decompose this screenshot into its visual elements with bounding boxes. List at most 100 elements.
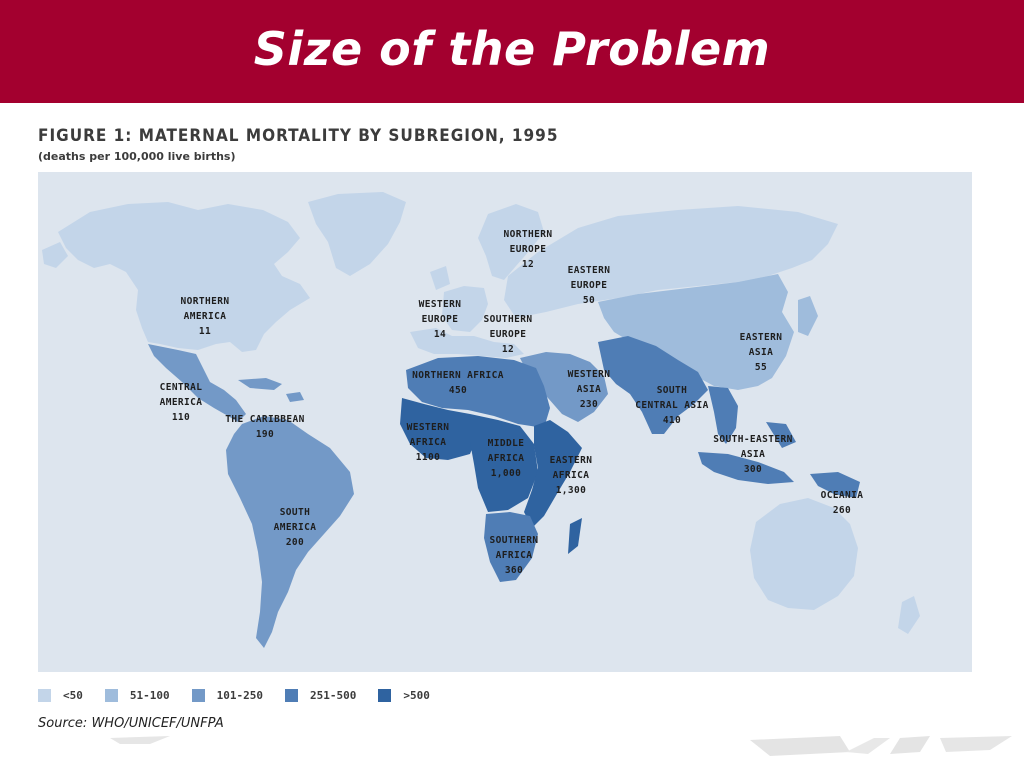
region-label-line: EUROPE bbox=[509, 244, 547, 255]
region-value: 1100 bbox=[415, 452, 441, 463]
region-label-line: AFRICA bbox=[495, 550, 533, 561]
region-label-line: WESTERN bbox=[406, 422, 450, 433]
region-label-line: WESTERN bbox=[418, 299, 462, 310]
region-label-line: AMERICA bbox=[159, 397, 203, 408]
region-label-line: NORTHERN bbox=[180, 296, 230, 307]
region-label-line: EUROPE bbox=[421, 314, 459, 325]
legend-item: <50 bbox=[38, 688, 83, 702]
legend-label: 51-100 bbox=[129, 688, 170, 702]
region-value: 410 bbox=[662, 415, 682, 426]
shape-western-africa bbox=[400, 398, 478, 460]
region-value: 50 bbox=[582, 295, 596, 306]
region-label-central-america: CENTRAL AMERICA 110 bbox=[160, 380, 203, 425]
shape-southern-europe bbox=[410, 328, 524, 358]
figure-source: Source: WHO/UNICEF/UNFPA bbox=[38, 716, 224, 731]
region-value: 260 bbox=[832, 505, 852, 516]
region-label-western-africa: WESTERN AFRICA 1100 bbox=[407, 420, 450, 465]
region-label-northern-africa: NORTHERN AFRICA 450 bbox=[412, 368, 504, 398]
figure-subtitle: (deaths per 100,000 live births) bbox=[38, 150, 236, 163]
region-value: 11 bbox=[198, 326, 212, 337]
region-label-line: THE CARIBBEAN bbox=[225, 414, 305, 425]
region-label-line: AFRICA bbox=[552, 470, 590, 481]
region-label-south-eastern-asia: SOUTH-EASTERN ASIA 300 bbox=[713, 432, 793, 477]
shape-western-europe bbox=[442, 286, 488, 332]
shape-eastern-africa bbox=[524, 420, 582, 554]
region-label-eastern-europe: EASTERN EUROPE 50 bbox=[568, 263, 611, 308]
region-label-line: AFRICA bbox=[409, 437, 447, 448]
region-label-western-asia: WESTERN ASIA 230 bbox=[568, 367, 611, 412]
region-label-line: AFRICA bbox=[487, 453, 525, 464]
legend-label: >500 bbox=[403, 688, 430, 702]
footer-logo-mark bbox=[750, 736, 1012, 756]
region-label-eastern-africa: EASTERN AFRICA 1,300 bbox=[550, 453, 593, 498]
region-label-line: NORTHERN AFRICA bbox=[412, 370, 504, 381]
title-bar bbox=[0, 0, 1024, 103]
shape-central-america bbox=[148, 344, 246, 422]
region-label-south-central-asia: SOUTH CENTRAL ASIA 410 bbox=[635, 383, 708, 428]
region-label-line: EASTERN bbox=[567, 265, 611, 276]
region-label-middle-africa: MIDDLE AFRICA 1,000 bbox=[488, 436, 525, 481]
region-label-line: SOUTH bbox=[279, 507, 311, 518]
region-value: 12 bbox=[501, 344, 515, 355]
legend-item: 51-100 bbox=[104, 688, 170, 702]
region-value: 200 bbox=[285, 537, 305, 548]
region-value: 190 bbox=[255, 429, 275, 440]
region-label-line: WESTERN bbox=[567, 369, 611, 380]
footer-swoosh-left bbox=[110, 736, 170, 744]
region-label-south-america: SOUTH AMERICA 200 bbox=[274, 505, 317, 550]
region-value: 55 bbox=[754, 362, 768, 373]
legend-swatch bbox=[191, 688, 205, 702]
shape-middle-africa bbox=[470, 414, 538, 512]
region-value: 230 bbox=[579, 399, 599, 410]
region-value: 300 bbox=[743, 464, 763, 475]
shape-eastern-asia bbox=[598, 274, 818, 390]
region-label-line: MIDDLE bbox=[487, 438, 525, 449]
legend-item: 251-500 bbox=[284, 688, 357, 702]
region-label-line: AMERICA bbox=[273, 522, 317, 533]
region-label-line: CENTRAL bbox=[159, 382, 203, 393]
region-label-line: SOUTHERN bbox=[489, 535, 539, 546]
region-value: 450 bbox=[448, 385, 468, 396]
region-label-eastern-asia: EASTERN ASIA 55 bbox=[740, 330, 783, 375]
legend-label: 101-250 bbox=[216, 688, 263, 702]
legend-swatch bbox=[284, 688, 298, 702]
shape-south-america bbox=[226, 416, 354, 648]
region-value: 110 bbox=[171, 412, 191, 423]
legend-label: <50 bbox=[63, 688, 83, 702]
legend-item: >500 bbox=[378, 688, 430, 702]
shape-south-eastern-asia bbox=[698, 386, 796, 484]
region-label-line: EUROPE bbox=[570, 280, 608, 291]
shape-australia bbox=[750, 498, 920, 634]
shape-southern-africa bbox=[484, 512, 538, 582]
shape-northern-america bbox=[58, 202, 310, 352]
region-value: 1,000 bbox=[490, 468, 522, 479]
legend-label: 251-500 bbox=[309, 688, 357, 702]
map-svg bbox=[38, 172, 972, 672]
shape-northern-africa bbox=[406, 356, 550, 428]
region-label-northern-europe: NORTHERN EUROPE 12 bbox=[504, 227, 553, 272]
region-label-western-europe: WESTERN EUROPE 14 bbox=[419, 297, 462, 342]
slide-title: Size of the Problem bbox=[253, 22, 771, 76]
region-label-line: SOUTH bbox=[656, 385, 688, 396]
region-value: 14 bbox=[433, 329, 447, 340]
region-label-line: ASIA bbox=[748, 347, 774, 358]
legend-swatch bbox=[104, 688, 118, 702]
region-value: 12 bbox=[521, 259, 535, 270]
shape-western-asia bbox=[520, 352, 608, 422]
region-label-line: EASTERN bbox=[549, 455, 593, 466]
region-label-line: SOUTH-EASTERN bbox=[713, 434, 793, 445]
legend-swatch bbox=[378, 688, 392, 702]
shape-caribbean bbox=[238, 378, 304, 402]
shape-alaska bbox=[42, 242, 68, 268]
legend-swatch bbox=[38, 688, 51, 702]
shape-eastern-europe bbox=[504, 206, 838, 318]
region-label-southern-europe: SOUTHERN EUROPE 12 bbox=[484, 312, 533, 357]
world-map: NORTHERN AMERICA 11 CENTRAL AMERICA 110 THE CA… bbox=[38, 172, 972, 672]
region-value: 1,300 bbox=[555, 485, 587, 496]
region-label-oceania: OCEANIA 260 bbox=[821, 488, 864, 518]
shape-south-central-asia bbox=[598, 336, 708, 434]
legend-item: 101-250 bbox=[191, 688, 263, 702]
region-label-line: ASIA bbox=[576, 384, 602, 395]
figure-title: FIGURE 1: MATERNAL MORTALITY BY SUBREGIO… bbox=[38, 126, 559, 146]
region-label-line: OCEANIA bbox=[820, 490, 864, 501]
